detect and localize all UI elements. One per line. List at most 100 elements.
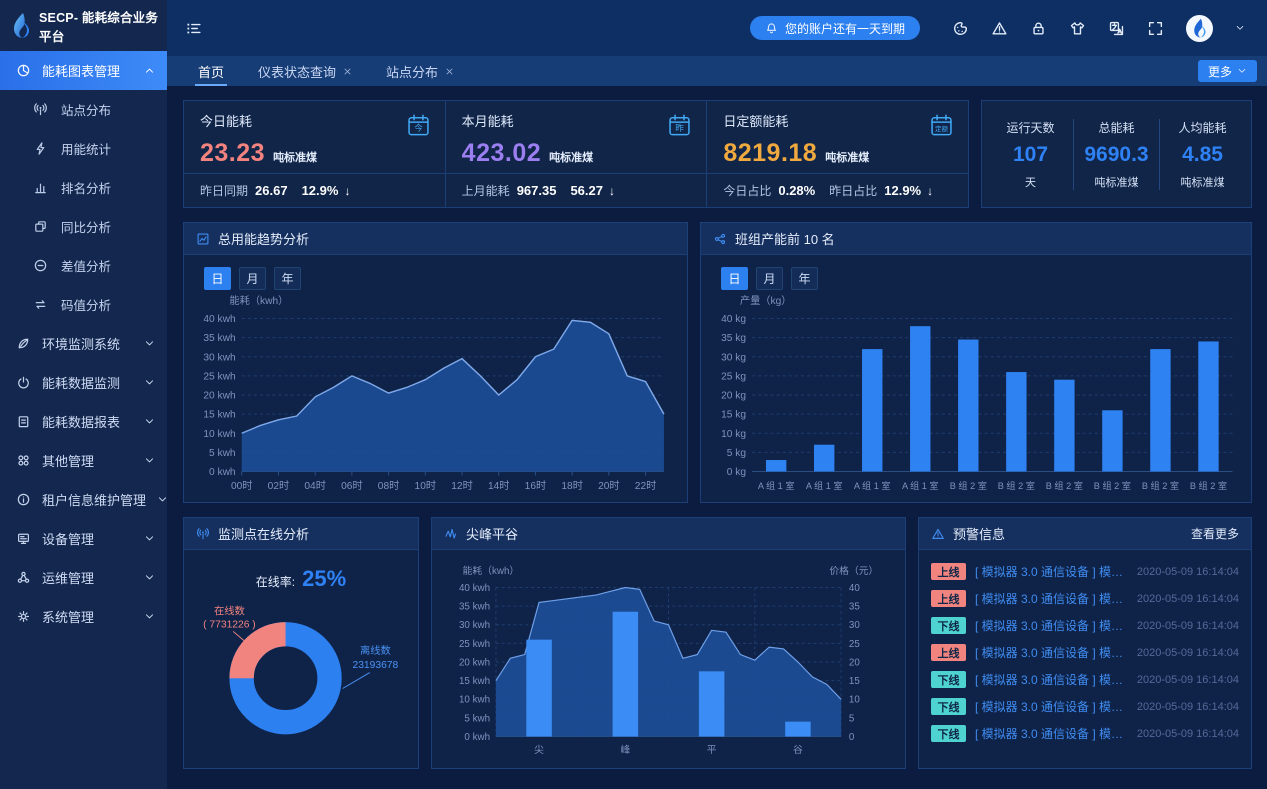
summary-unit: 吨标准煤: [1180, 176, 1225, 189]
menu-collapse-icon[interactable]: [185, 20, 202, 37]
user-menu-chevron-icon[interactable]: [1235, 23, 1245, 33]
svg-text:B 组 2 室: B 组 2 室: [998, 480, 1035, 491]
svg-text:15: 15: [849, 676, 860, 687]
charts-row: 总用能趋势分析 日月年 0 kwh 5 kwh 10 kwh 15 kwh 20 kwh…: [183, 222, 1252, 503]
svg-text:04时: 04时: [304, 480, 326, 492]
sidebar-item[interactable]: 站点分布: [0, 90, 167, 129]
alert-list: 上线 [ 模拟器 3.0 通信设备 ] 模拟器 3.0... 2020-05-09 …: [919, 550, 1251, 747]
chevron-down-icon: [144, 338, 155, 349]
footer-value: 967.35: [516, 183, 557, 198]
open-tabs: 首页 仪表状态查询 站点分布: [181, 56, 471, 86]
sidebar-group-item[interactable]: 系统管理: [0, 597, 167, 636]
user-avatar[interactable]: [1186, 14, 1213, 42]
calendar-icon: 昨: [667, 113, 692, 138]
period-tab-item[interactable]: 年: [791, 267, 818, 290]
alert-row[interactable]: 下线 [ 模拟器 3.0 通信设备 ] 模拟器 3.0... 2020-05-09 …: [923, 612, 1247, 639]
svg-text:谷: 谷: [793, 744, 803, 756]
summary-label: 总能耗: [1098, 120, 1135, 135]
sidebar-item[interactable]: 用能统计: [0, 129, 167, 168]
theme-palette-icon[interactable]: [952, 20, 969, 37]
card-body: 日月年 0 kg 5 kg 10 kg 15 kg 20 kg 25 kg 30 kg 35 …: [701, 255, 1251, 502]
language-icon[interactable]: [1108, 20, 1125, 37]
view-more-link[interactable]: 查看更多: [1190, 527, 1239, 541]
card-header: 预警信息 查看更多: [919, 518, 1251, 550]
stat-unit: 吨标准煤: [549, 152, 594, 164]
alert-row[interactable]: 上线 [ 模拟器 3.0 通信设备 ] 模拟器 3.0... 2020-05-09 …: [923, 639, 1247, 666]
period-tab-item[interactable]: 年: [274, 267, 301, 290]
signal-icon: [33, 102, 48, 117]
svg-text:23193678: 23193678: [353, 660, 399, 671]
svg-text:A 组 1 室: A 组 1 室: [854, 480, 891, 491]
more-button[interactable]: 更多: [1197, 60, 1257, 82]
lock-screen-icon[interactable]: [1030, 20, 1047, 37]
sidebar-item[interactable]: 排名分析: [0, 168, 167, 207]
chevron-down-icon: [1237, 66, 1247, 76]
dashboard-content: 今日能耗今 23.23 吨标准煤 昨日同期 26.67 12.9% ↓ 本月能耗昨 423.02…: [167, 86, 1267, 789]
sidebar-group-label: 租户信息维护管理: [42, 493, 147, 508]
sidebar-item-label: 差值分析: [61, 260, 112, 274]
sidebar-group-item[interactable]: 环境监测系统: [0, 324, 167, 363]
sidebar-group-item[interactable]: 设备管理: [0, 519, 167, 558]
sidebar-group-item[interactable]: 能耗图表管理: [0, 51, 167, 90]
sidebar-group-item[interactable]: 其他管理: [0, 441, 167, 480]
online-rate: 在线率: 25%: [192, 566, 410, 592]
sidebar-group-item[interactable]: 能耗数据报表: [0, 402, 167, 441]
stat-unit: 吨标准煤: [273, 152, 318, 164]
trend-chart-card: 总用能趋势分析 日月年 0 kwh 5 kwh 10 kwh 15 kwh 20 kwh…: [183, 222, 688, 503]
gear-icon: [16, 609, 31, 624]
svg-text:5 kwh: 5 kwh: [209, 448, 236, 459]
trend-area-chart: 0 kwh 5 kwh 10 kwh 15 kwh 20 kwh 25 kwh 30 kwh…: [203, 294, 665, 492]
svg-text:12时: 12时: [451, 480, 473, 492]
account-expiry-notice[interactable]: 您的账户还有一天到期: [749, 16, 920, 40]
sidebar-item[interactable]: 码值分析: [0, 285, 167, 324]
svg-text:18时: 18时: [561, 480, 583, 492]
sidebar-group-item[interactable]: 能耗数据监测: [0, 363, 167, 402]
svg-text:今: 今: [414, 122, 423, 133]
tab-active[interactable]: 首页: [181, 56, 241, 86]
alert-row[interactable]: 下线 [ 模拟器 3.0 通信设备 ] 模拟器 3.0... 2020-05-09 …: [923, 693, 1247, 720]
period-tab-item[interactable]: 月: [756, 267, 783, 290]
close-icon[interactable]: [445, 67, 454, 76]
down-arrow-icon: ↓: [927, 183, 934, 198]
stat-unit: 吨标准煤: [825, 152, 870, 164]
sidebar-group-item[interactable]: 租户信息维护管理: [0, 480, 167, 519]
period-tab-active[interactable]: 日: [204, 267, 231, 290]
sidebar-item[interactable]: 差值分析: [0, 246, 167, 285]
alert-row[interactable]: 下线 [ 模拟器 3.0 通信设备 ] 模拟器 3.0... 2020-05-09 …: [923, 720, 1247, 747]
minus-icon: [33, 258, 48, 273]
sidebar-group-item[interactable]: 运维管理: [0, 558, 167, 597]
app-logo: SECP- 能耗综合业务平台: [0, 0, 167, 51]
card-title: 总用能趋势分析: [218, 232, 310, 247]
tab-item[interactable]: 仪表状态查询: [241, 56, 369, 86]
svg-text:16时: 16时: [525, 480, 547, 492]
chevron-down-icon: [157, 494, 168, 505]
period-tab-active[interactable]: 日: [721, 267, 748, 290]
alert-message: [ 模拟器 3.0 通信设备 ] 模拟器 3.0...: [975, 565, 1128, 579]
close-icon[interactable]: [343, 67, 352, 76]
sidebar-item[interactable]: 同比分析: [0, 207, 167, 246]
summary-label: 人均能耗: [1178, 120, 1227, 135]
svg-text:25 kwh: 25 kwh: [459, 639, 490, 650]
card-header: 监测点在线分析: [184, 518, 418, 550]
alert-row[interactable]: 上线 [ 模拟器 3.0 通信设备 ] 模拟器 3.0... 2020-05-09 …: [923, 558, 1247, 585]
svg-text:价格（元）: 价格（元）: [829, 564, 878, 577]
alert-row[interactable]: 上线 [ 模拟器 3.0 通信设备 ] 模拟器 3.0... 2020-05-09 …: [923, 585, 1247, 612]
period-tab-item[interactable]: 月: [239, 267, 266, 290]
fullscreen-icon[interactable]: [1147, 20, 1164, 37]
svg-text:06时: 06时: [341, 480, 363, 492]
alert-row[interactable]: 下线 [ 模拟器 3.0 通信设备 ] 模拟器 3.0... 2020-05-09 …: [923, 666, 1247, 693]
chevron-down-icon: [144, 416, 155, 427]
chevron-up-icon: [144, 65, 155, 76]
top-header: 您的账户还有一天到期: [167, 0, 1267, 56]
svg-text:平: 平: [707, 745, 717, 756]
skin-icon[interactable]: [1069, 20, 1086, 37]
alert-timestamp: 2020-05-09 16:14:04: [1136, 565, 1239, 578]
svg-text:15 kwh: 15 kwh: [203, 410, 235, 421]
summary-card: 运行天数 107 天 总能耗 9690.3 吨标准煤 人均能耗 4.85 吨标准煤: [981, 100, 1252, 208]
svg-text:30: 30: [849, 620, 860, 631]
footer-value: 12.9%: [884, 183, 922, 198]
tab-item[interactable]: 站点分布: [369, 56, 471, 86]
card-header: 总用能趋势分析: [184, 223, 687, 255]
warning-icon[interactable]: [991, 20, 1008, 37]
sidebar-item-label: 同比分析: [61, 221, 112, 235]
